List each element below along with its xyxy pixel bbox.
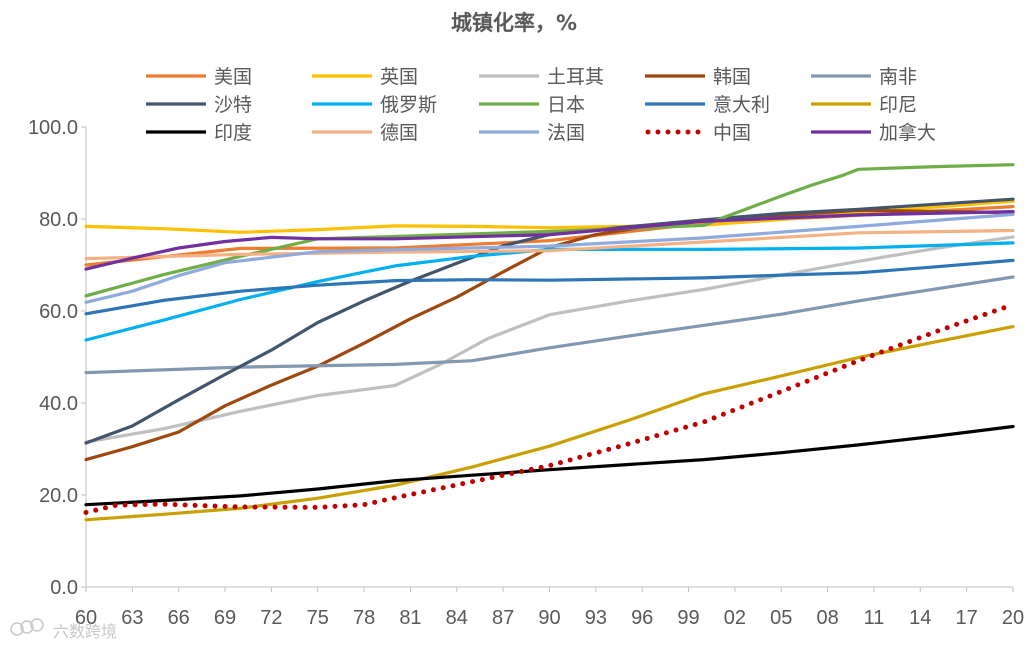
legend-label: 印度: [214, 122, 252, 144]
legend-label: 沙特: [214, 94, 252, 116]
series-line-9: [84, 325, 1015, 522]
x-tick-label: 69: [214, 607, 236, 629]
legend-label: 印尼: [879, 94, 917, 116]
legend-label: 英国: [380, 66, 418, 88]
series-line-5: [84, 197, 1015, 445]
x-tick-label: 08: [816, 607, 838, 629]
x-tick-label: 60: [75, 607, 97, 629]
legend-label: 意大利: [713, 94, 770, 116]
x-tick-label: 75: [307, 607, 329, 629]
legend-item: 美国: [146, 66, 252, 88]
legend-item: 沙特: [146, 94, 252, 116]
y-axis: 0.0 20.0 40.0 60.0 80.0 100.0: [28, 117, 87, 599]
x-tick-label: 84: [446, 607, 468, 629]
y-tick-label: 20.0: [39, 485, 78, 507]
x-tick-label: 96: [631, 607, 653, 629]
legend-item: 韩国: [645, 66, 751, 88]
legend-item: 日本: [479, 94, 585, 116]
legend-item: 南非: [811, 66, 917, 88]
x-tick-label: 20: [1002, 607, 1024, 629]
y-tick-label: 60.0: [39, 301, 78, 323]
series-line-14: [84, 210, 1015, 271]
x-tick-label: 93: [585, 607, 607, 629]
legend-item: 俄罗斯: [312, 94, 437, 116]
x-tick-label: 90: [538, 607, 560, 629]
legend-label: 加拿大: [879, 121, 936, 144]
legend-label: 法国: [547, 122, 585, 144]
x-tick-label: 87: [492, 607, 514, 629]
x-tick-label: 72: [260, 607, 282, 629]
legend-label: 俄罗斯: [380, 94, 437, 116]
legend-label: 南非: [879, 66, 917, 88]
x-tick-label: 81: [399, 607, 421, 629]
legend-label: 德国: [380, 122, 418, 144]
chart-title: 城镇化率，%: [451, 11, 577, 35]
watermark: 六数跨境: [10, 618, 117, 641]
legend-item: 印尼: [811, 94, 917, 116]
legend-label: 土耳其: [547, 66, 604, 88]
series-line-10: [84, 424, 1015, 507]
series-line-4: [84, 275, 1015, 375]
legend-item: 法国: [479, 122, 585, 144]
x-tick-label: 63: [121, 607, 143, 629]
x-tick-label: 78: [353, 607, 375, 629]
x-tick-label: 05: [770, 607, 792, 629]
y-tick-label: 40.0: [39, 393, 78, 415]
y-tick-label: 80.0: [39, 209, 78, 231]
x-axis: 60 63 66 69 72 75 78 81 84 87 90 93 96 99 02 05 08 11 14 17…: [75, 586, 1024, 629]
legend-item: 加拿大: [811, 121, 936, 144]
x-tick-label: 14: [909, 607, 931, 629]
legend-item: 德国: [312, 122, 418, 144]
series-line-13: [83, 302, 1016, 515]
legend-item: 土耳其: [479, 66, 604, 88]
legend-label: 韩国: [713, 66, 751, 88]
x-tick-label: 02: [724, 607, 746, 629]
legend-label: 美国: [214, 66, 252, 88]
series-line-11: [84, 228, 1015, 261]
legend-item: 中国: [645, 122, 751, 144]
series-line-12: [84, 212, 1015, 304]
legend-label: 中国: [713, 122, 751, 144]
watermark-logo-icon: [10, 618, 44, 636]
plot-area: [83, 163, 1016, 522]
y-tick-label: 0.0: [50, 577, 78, 599]
legend-item: 意大利: [645, 94, 770, 116]
series-line-1: [84, 199, 1015, 234]
y-tick-label: 100.0: [28, 117, 78, 139]
x-tick-label: 11: [864, 607, 885, 629]
x-tick-label: 66: [168, 607, 190, 629]
watermark-text: 六数跨境: [53, 622, 117, 641]
legend-item: 英国: [312, 66, 418, 88]
series-line-6: [84, 241, 1015, 342]
series-line-7: [84, 163, 1015, 298]
legend-item: 印度: [146, 122, 252, 144]
legend-label: 日本: [547, 94, 585, 116]
series-line-8: [84, 258, 1015, 316]
x-tick-label: 17: [956, 607, 978, 629]
series-line-2: [84, 235, 1015, 444]
x-tick-label: 99: [677, 607, 699, 629]
